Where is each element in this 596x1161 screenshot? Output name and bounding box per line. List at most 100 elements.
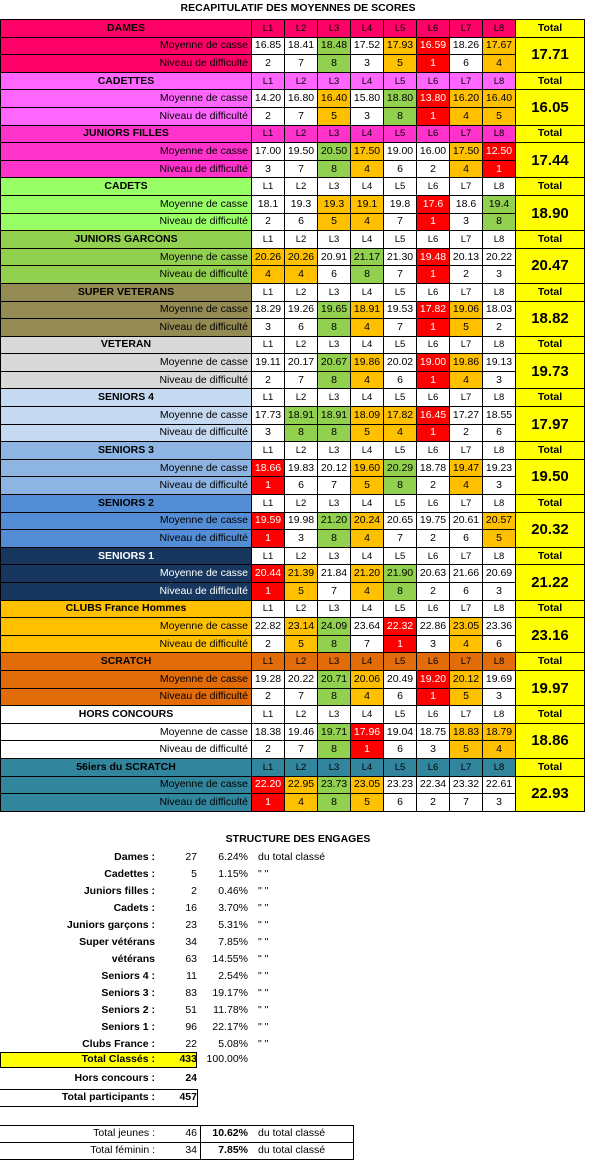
structure-label: Juniors garçons : [66, 919, 155, 931]
structure-pct: 7.85% [218, 936, 248, 948]
niveau-cell: 5 [449, 740, 483, 759]
structure-pct: 3.70% [218, 902, 248, 914]
niveau-cell: 3 [350, 54, 384, 73]
structure-note: " " [258, 902, 269, 914]
niveau-cell: 8 [317, 318, 351, 337]
niveau-cell: 4 [284, 793, 318, 812]
moyenne-row: Moyenne de casse 17.00 19.50 20.50 17.50 19.0… [0, 142, 585, 179]
moyenne-cell: 20.67 [317, 353, 351, 372]
moyenne-cell: 21.20 [317, 511, 351, 531]
moyenne-cell: 20.50 [317, 142, 351, 161]
niveau-cell: 3 [482, 687, 516, 707]
lane-header: L2 [284, 335, 318, 355]
lane-header: L3 [317, 19, 351, 38]
moyenne-cell: 19.48 [416, 247, 450, 267]
lane-header: L3 [317, 124, 351, 144]
category-total: 16.05 [515, 89, 585, 126]
moyenne-cell: 21.17 [350, 247, 384, 267]
lane-header: L4 [350, 599, 384, 619]
moyenne-cell: 16.45 [416, 406, 450, 425]
structure-label: Seniors 4 : [101, 970, 155, 982]
niveau-row: Niveau de difficulté 3 7 8 4 6 2 4 1 [0, 159, 585, 179]
moyenne-row: Moyenne de casse 18.66 19.83 20.12 19.60 20.2… [0, 458, 585, 496]
lane-header: L1 [251, 494, 285, 513]
structure-row: vétérans 63 14.55% " " [0, 953, 380, 970]
lane-header: L5 [383, 71, 417, 91]
moyenne-cell: 19.20 [416, 669, 450, 689]
niveau-label: Niveau de difficulté [0, 370, 252, 390]
lane-header: L5 [383, 494, 417, 513]
moyenne-cell: 19.50 [284, 142, 318, 161]
niveau-label: Niveau de difficulté [0, 476, 252, 496]
niveau-cell: 4 [449, 476, 483, 496]
moyenne-row: Moyenne de casse 19.11 20.17 20.67 19.86 20.0… [0, 353, 585, 390]
niveau-cell: 6 [317, 265, 351, 284]
structure-pct: 1.15% [218, 868, 248, 880]
niveau-cell: 7 [284, 687, 318, 707]
lane-header: L3 [317, 599, 351, 619]
niveau-cell: 6 [383, 793, 417, 812]
lane-header: L4 [350, 757, 384, 777]
moyenne-cell: 20.12 [449, 669, 483, 689]
moyenne-cell: 19.71 [317, 722, 351, 742]
moyenne-row: Moyenne de casse 19.28 20.22 20.71 20.06 20.4… [0, 669, 585, 707]
category-header-row: CADETTES L1 L2 L3 L4 L5 L6 L7 L8 Total [0, 71, 585, 91]
niveau-cell: 8 [317, 370, 351, 390]
niveau-cell: 7 [284, 54, 318, 73]
structure-note: " " [258, 987, 269, 999]
hors-concours-count: 24 [185, 1072, 197, 1084]
moyenne-cell: 19.23 [482, 458, 516, 478]
total-header: Total [515, 19, 585, 38]
lane-header: L2 [284, 652, 318, 671]
moyenne-cell: 17.82 [416, 300, 450, 320]
moyenne-row: Moyenne de casse 18.1 19.3 19.3 19.1 19.8 17.6… [0, 194, 585, 232]
structure-row: Clubs France : 22 5.08% " " [0, 1038, 380, 1055]
niveau-cell: 1 [251, 582, 285, 601]
total-header: Total [515, 652, 585, 671]
structure-row: Juniors garçons : 23 5.31% " " [0, 919, 380, 936]
structure-note: " " [258, 953, 269, 965]
moyenne-cell: 20.65 [383, 511, 417, 531]
niveau-cell: 1 [416, 265, 450, 284]
niveau-cell: 4 [350, 529, 384, 548]
moyenne-cell: 18.83 [449, 722, 483, 742]
moyenne-row: Moyenne de casse 18.38 19.46 19.71 17.96 19.0… [0, 722, 585, 759]
moyenne-cell: 17.82 [383, 406, 417, 425]
structure-label: Super vétérans [79, 936, 155, 948]
moyenne-row: Moyenne de casse 17.73 18.91 18.91 18.09 17.8… [0, 406, 585, 443]
niveau-cell: 5 [449, 318, 483, 337]
niveau-cell: 3 [482, 793, 516, 812]
moyenne-cell: 20.12 [317, 458, 351, 478]
niveau-cell: 8 [383, 582, 417, 601]
category-total: 23.16 [515, 617, 585, 654]
niveau-cell: 8 [383, 476, 417, 496]
lane-header: L1 [251, 757, 285, 777]
total-header: Total [515, 388, 585, 408]
moyenne-label: Moyenne de casse [0, 406, 252, 425]
structure-count: 11 [186, 970, 197, 982]
moyenne-cell: 23.73 [317, 775, 351, 795]
niveau-row: Niveau de difficulté 3 6 8 4 7 1 5 2 [0, 318, 585, 337]
niveau-label: Niveau de difficulté [0, 159, 252, 179]
niveau-cell: 6 [383, 159, 417, 179]
niveau-cell: 8 [350, 265, 384, 284]
niveau-cell: 4 [251, 265, 285, 284]
moyenne-cell: 16.40 [482, 89, 516, 108]
niveau-cell: 2 [449, 265, 483, 284]
niveau-row: Niveau de difficulté 2 7 8 1 6 3 5 4 [0, 740, 585, 759]
niveau-cell: 4 [350, 159, 384, 179]
divider [0, 1125, 354, 1126]
niveau-cell: 3 [482, 370, 516, 390]
moyenne-cell: 21.20 [350, 564, 384, 583]
lane-header: L1 [251, 388, 285, 408]
moyenne-cell: 14.20 [251, 89, 285, 108]
structure-row: Cadettes : 5 1.15% " " [0, 868, 380, 885]
niveau-cell: 2 [416, 476, 450, 496]
niveau-cell: 6 [383, 740, 417, 759]
niveau-cell: 1 [416, 212, 450, 232]
lane-header: L1 [251, 441, 285, 460]
moyenne-cell: 19.60 [350, 458, 384, 478]
lane-header: L1 [251, 19, 285, 38]
moyenne-cell: 21.90 [383, 564, 417, 583]
divider [0, 1106, 197, 1107]
